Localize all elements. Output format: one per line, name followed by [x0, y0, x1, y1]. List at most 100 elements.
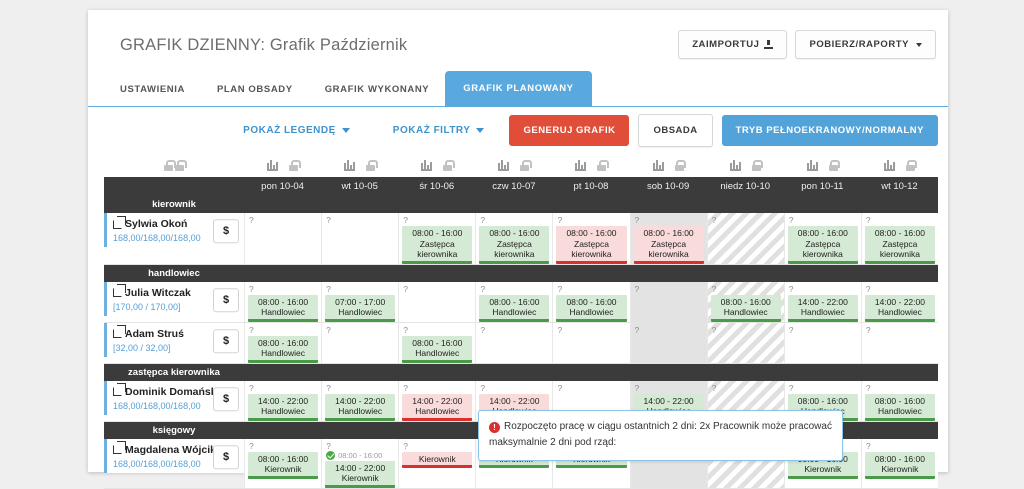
lock-icon[interactable] — [520, 160, 532, 171]
bar-chart-icon[interactable] — [806, 159, 818, 171]
date-header-3[interactable]: czw 10-07 — [492, 181, 536, 192]
shift-block[interactable]: 08:00 - 16:00 Zastępca kierownika — [479, 226, 550, 264]
cell-placeholder[interactable]: ? — [711, 382, 717, 393]
cell-placeholder[interactable]: ? — [403, 215, 408, 225]
schedule-cell[interactable]: ? Kierownik — [398, 438, 476, 488]
bar-chart-icon[interactable] — [652, 159, 664, 171]
cell-placeholder[interactable]: ? — [326, 324, 331, 335]
cell-placeholder[interactable]: ? — [249, 440, 254, 451]
shift-block[interactable]: 08:00 - 16:00 Zastępca kierownika — [402, 226, 473, 264]
schedule-cell[interactable]: ? 07:00 - 17:00 Handlowiec — [321, 281, 399, 322]
shift-block[interactable]: 08:00 - 16:00 Zastępca kierownika — [787, 226, 858, 264]
schedule-cell[interactable]: ? — [706, 213, 784, 264]
cell-placeholder[interactable]: ? — [480, 283, 486, 294]
schedule-cell[interactable]: ? — [552, 322, 630, 363]
cell-placeholder[interactable]: ? — [634, 215, 640, 225]
schedule-cell[interactable]: ? 08:00 - 16:00 Zastępca kierownika — [783, 213, 861, 264]
schedule-cell[interactable]: ? — [321, 213, 399, 264]
shift-block[interactable]: 08:00 - 16:00 Zastępca kierownika — [556, 226, 627, 264]
cell-placeholder[interactable]: ? — [865, 324, 871, 335]
schedule-cell[interactable]: ? 08:00 - 16:00 Zastępca kierownika — [398, 213, 476, 264]
cell-placeholder[interactable]: ? — [788, 215, 794, 225]
cell-placeholder[interactable]: ? — [634, 382, 640, 393]
date-header-0[interactable]: pon 10-04 — [261, 181, 304, 192]
employee-cost-button[interactable]: $ — [213, 444, 239, 469]
employee-cost-button[interactable]: $ — [213, 386, 239, 411]
cell-placeholder[interactable]: ? — [788, 324, 794, 335]
cell-placeholder[interactable]: ? — [403, 440, 408, 451]
cell-placeholder[interactable]: ? — [865, 283, 871, 294]
show-filters-link[interactable]: POKAŻ FILTRY — [393, 125, 485, 136]
cell-placeholder[interactable]: ? — [326, 283, 331, 294]
reports-button[interactable]: POBIERZ/RAPORTY — [795, 30, 936, 59]
bar-chart-icon[interactable] — [421, 159, 433, 171]
cell-placeholder[interactable]: ? — [557, 382, 563, 393]
cell-placeholder[interactable]: ? — [711, 215, 717, 225]
employee-cost-button[interactable]: $ — [213, 219, 239, 244]
fullscreen-toggle-button[interactable]: TRYB PEŁNOEKRANOWY/NORMALNY — [721, 115, 938, 146]
bar-chart-icon[interactable] — [575, 159, 587, 171]
schedule-cell[interactable]: ? 08:00 - 16:00 Zastępca kierownika — [629, 213, 707, 264]
cell-placeholder[interactable]: ? — [865, 215, 871, 225]
schedule-cell[interactable]: ? — [244, 213, 322, 264]
cell-placeholder[interactable]: ? — [403, 283, 408, 294]
employee-name[interactable]: Julia Witczak — [113, 284, 244, 299]
cell-placeholder[interactable]: ? — [557, 215, 563, 225]
schedule-cell[interactable]: ? 08:00 - 16:00 Zastępca kierownika — [552, 213, 630, 264]
employee-name-cell[interactable]: Julia Witczak [170,00 / 170,00] $ — [104, 281, 244, 316]
cell-placeholder[interactable]: ? — [480, 324, 486, 335]
cell-placeholder[interactable]: ? — [326, 215, 331, 225]
bar-chart-icon[interactable] — [729, 159, 741, 171]
cell-placeholder[interactable]: ? — [249, 324, 254, 335]
bar-chart-icon[interactable] — [498, 159, 510, 171]
shift-block[interactable]: 14:00 - 22:00 Kierownik — [325, 460, 396, 488]
cell-placeholder[interactable]: ? — [249, 283, 254, 294]
date-header-7[interactable]: pon 10-11 — [801, 181, 844, 192]
date-header-8[interactable]: wt 10-12 — [881, 181, 918, 192]
employee-name-cell[interactable]: Dominik Domański 168,00/168,00/168,00 $ — [104, 380, 244, 415]
date-header-2[interactable]: śr 10-06 — [419, 181, 455, 192]
schedule-cell[interactable]: ? — [475, 322, 553, 363]
lock-icon[interactable] — [175, 160, 187, 171]
lock-icon[interactable] — [366, 160, 378, 171]
cell-placeholder[interactable]: ? — [557, 324, 563, 335]
date-header-5[interactable]: sob 10-09 — [646, 181, 690, 192]
staffing-button[interactable]: OBSADA — [638, 114, 713, 147]
cell-placeholder[interactable]: ? — [403, 382, 408, 393]
tab-1[interactable]: PLAN OBSADY — [216, 84, 293, 95]
cell-placeholder[interactable]: ? — [711, 324, 717, 335]
tab-0[interactable]: USTAWIENIA — [120, 84, 185, 95]
bar-chart-icon[interactable] — [344, 159, 356, 171]
lock-icon[interactable] — [289, 160, 301, 171]
schedule-cell[interactable]: ? — [321, 322, 399, 363]
schedule-cell[interactable]: ? — [706, 322, 784, 363]
cell-placeholder[interactable]: ? — [249, 215, 254, 225]
cell-placeholder[interactable]: ? — [403, 324, 408, 335]
lock-icon[interactable] — [828, 160, 841, 171]
schedule-cell[interactable]: ? — [783, 322, 861, 363]
cell-placeholder[interactable]: ? — [865, 382, 871, 393]
import-button[interactable]: ZAIMPORTUJ — [678, 30, 788, 59]
generate-schedule-button[interactable]: GENERUJ GRAFIK — [509, 115, 630, 146]
schedule-cell[interactable]: ? 08:00 - 16:00 Zastępca kierownika — [860, 213, 938, 264]
employee-name[interactable]: Sylwia Okoń — [113, 215, 244, 230]
lock-icon[interactable] — [597, 160, 609, 171]
employee-name-cell[interactable]: Adam Struś [32,00 / 32,00] $ — [104, 322, 244, 357]
lock-icon[interactable] — [905, 160, 918, 171]
employee-name[interactable]: Magdalena Wójcik — [113, 441, 244, 456]
